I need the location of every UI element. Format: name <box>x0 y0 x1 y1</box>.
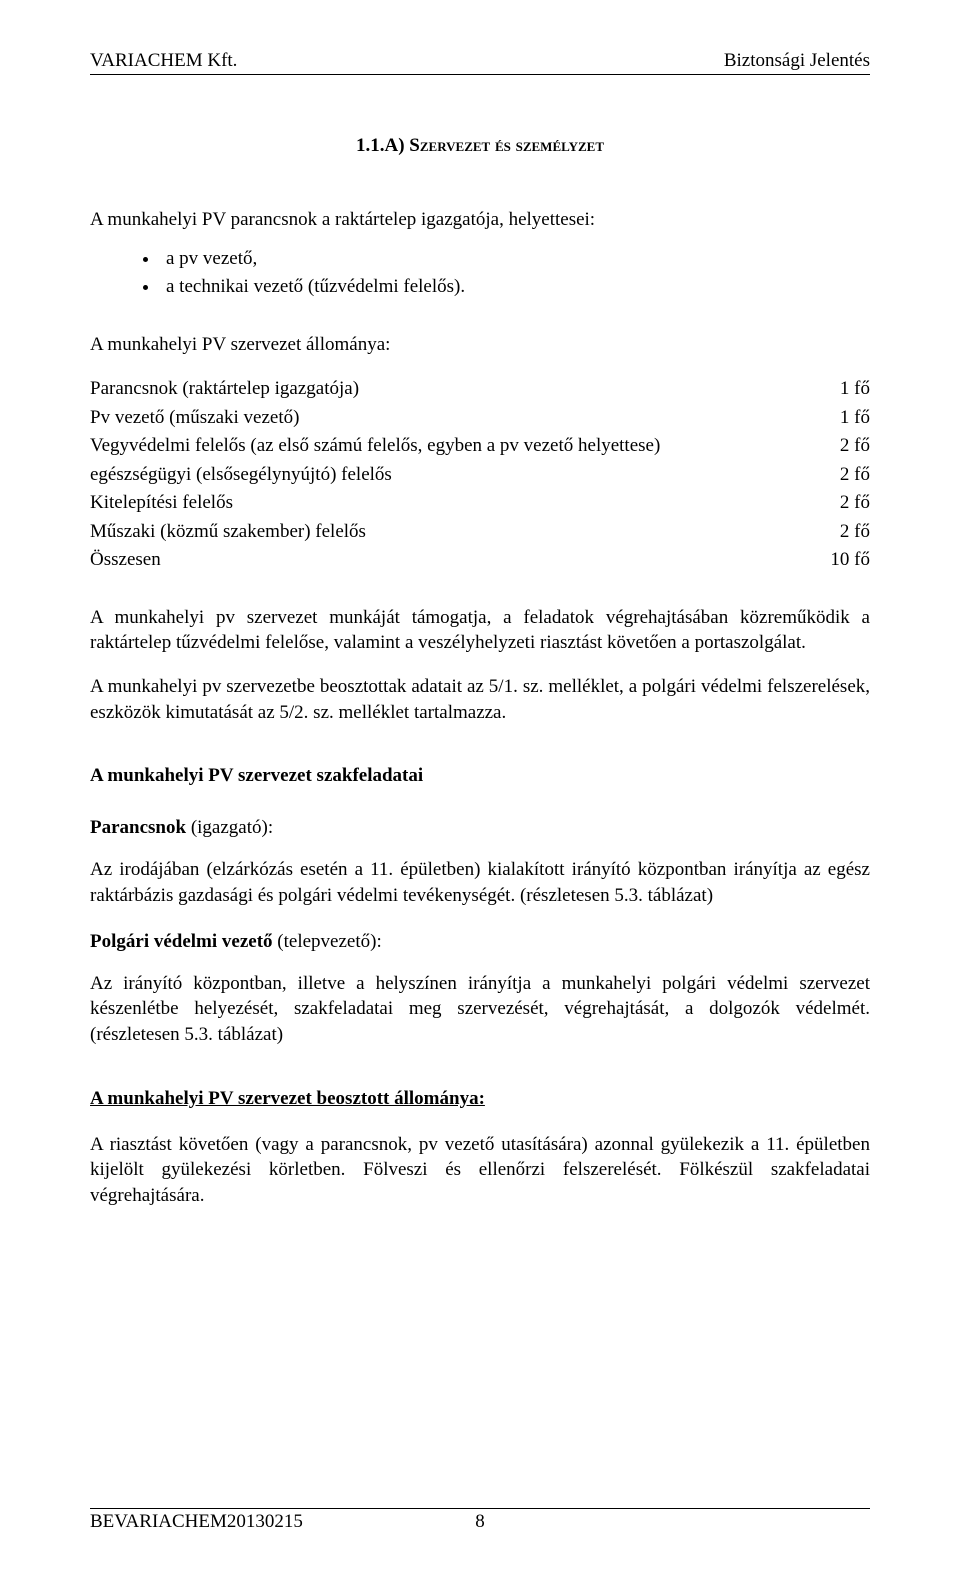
running-footer: BEVARIACHEM20130215 8 <box>90 1508 870 1533</box>
body-paragraph: Az irányító központban, illetve a helysz… <box>90 971 870 1048</box>
row-value: 2 fő <box>810 518 870 547</box>
sub-rest-part: (igazgató): <box>186 817 273 838</box>
bullet-list: a pv vezető, a technikai vezető (tűzvéde… <box>90 245 870 302</box>
running-header: VARIACHEM Kft. Biztonsági Jelentés <box>90 50 870 75</box>
row-desc: Parancsnok (raktártelep igazgatója) <box>90 375 810 404</box>
row-value: 2 fő <box>810 489 870 518</box>
intro-paragraph: A munkahelyi PV parancsnok a raktártelep… <box>90 207 870 233</box>
row-value: 2 fő <box>810 432 870 461</box>
row-value: 2 fő <box>810 461 870 490</box>
list-item: a technikai vezető (tűzvédelmi felelős). <box>160 273 870 302</box>
sub-bold-part: Parancsnok <box>90 817 186 838</box>
row-value: 1 fő <box>810 404 870 433</box>
table-row: egészségügyi (elsősegélynyújtó) felelős … <box>90 461 870 490</box>
staff-table: Parancsnok (raktártelep igazgatója) 1 fő… <box>90 375 870 575</box>
body-paragraph: A munkahelyi pv szervezet munkáját támog… <box>90 605 870 656</box>
table-row: Parancsnok (raktártelep igazgatója) 1 fő <box>90 375 870 404</box>
section-heading-underline: A munkahelyi PV szervezet beosztott állo… <box>90 1088 870 1110</box>
section-heading: A munkahelyi PV szervezet szakfeladatai <box>90 765 870 787</box>
staff-intro: A munkahelyi PV szervezet állománya: <box>90 332 870 358</box>
title-text: Szervezet és személyzet <box>409 135 604 156</box>
title-number: 1.1.A) <box>356 135 409 156</box>
row-value: 1 fő <box>810 375 870 404</box>
table-row: Kitelepítési felelős 2 fő <box>90 489 870 518</box>
footer-page-number: 8 <box>475 1511 485 1533</box>
table-row: Vegyvédelmi felelős (az első számú felel… <box>90 432 870 461</box>
sub-bold-part: Polgári védelmi vezető <box>90 931 273 952</box>
body-paragraph: A riasztást követően (vagy a parancsnok,… <box>90 1132 870 1209</box>
page: VARIACHEM Kft. Biztonsági Jelentés 1.1.A… <box>0 0 960 1573</box>
header-right: Biztonsági Jelentés <box>724 50 870 72</box>
section-title: 1.1.A) Szervezet és személyzet <box>90 135 870 157</box>
list-item: a pv vezető, <box>160 245 870 274</box>
row-desc: Pv vezető (műszaki vezető) <box>90 404 810 433</box>
header-left: VARIACHEM Kft. <box>90 50 237 72</box>
table-row: Műszaki (közmű szakember) felelős 2 fő <box>90 518 870 547</box>
sub-rest-part: (telepvezető): <box>273 931 382 952</box>
body-paragraph: A munkahelyi pv szervezetbe beosztottak … <box>90 674 870 725</box>
table-row: Pv vezető (műszaki vezető) 1 fő <box>90 404 870 433</box>
row-desc: egészségügyi (elsősegélynyújtó) felelős <box>90 461 810 490</box>
row-desc: Összesen <box>90 546 810 575</box>
row-desc: Vegyvédelmi felelős (az első számú felel… <box>90 432 810 461</box>
row-value: 10 fő <box>810 546 870 575</box>
body-paragraph: Az irodájában (elzárkózás esetén a 11. é… <box>90 857 870 908</box>
row-desc: Műszaki (közmű szakember) felelős <box>90 518 810 547</box>
subsection-heading: Parancsnok (igazgató): <box>90 817 870 839</box>
table-row: Összesen 10 fő <box>90 546 870 575</box>
subsection-heading: Polgári védelmi vezető (telepvezető): <box>90 931 870 953</box>
row-desc: Kitelepítési felelős <box>90 489 810 518</box>
